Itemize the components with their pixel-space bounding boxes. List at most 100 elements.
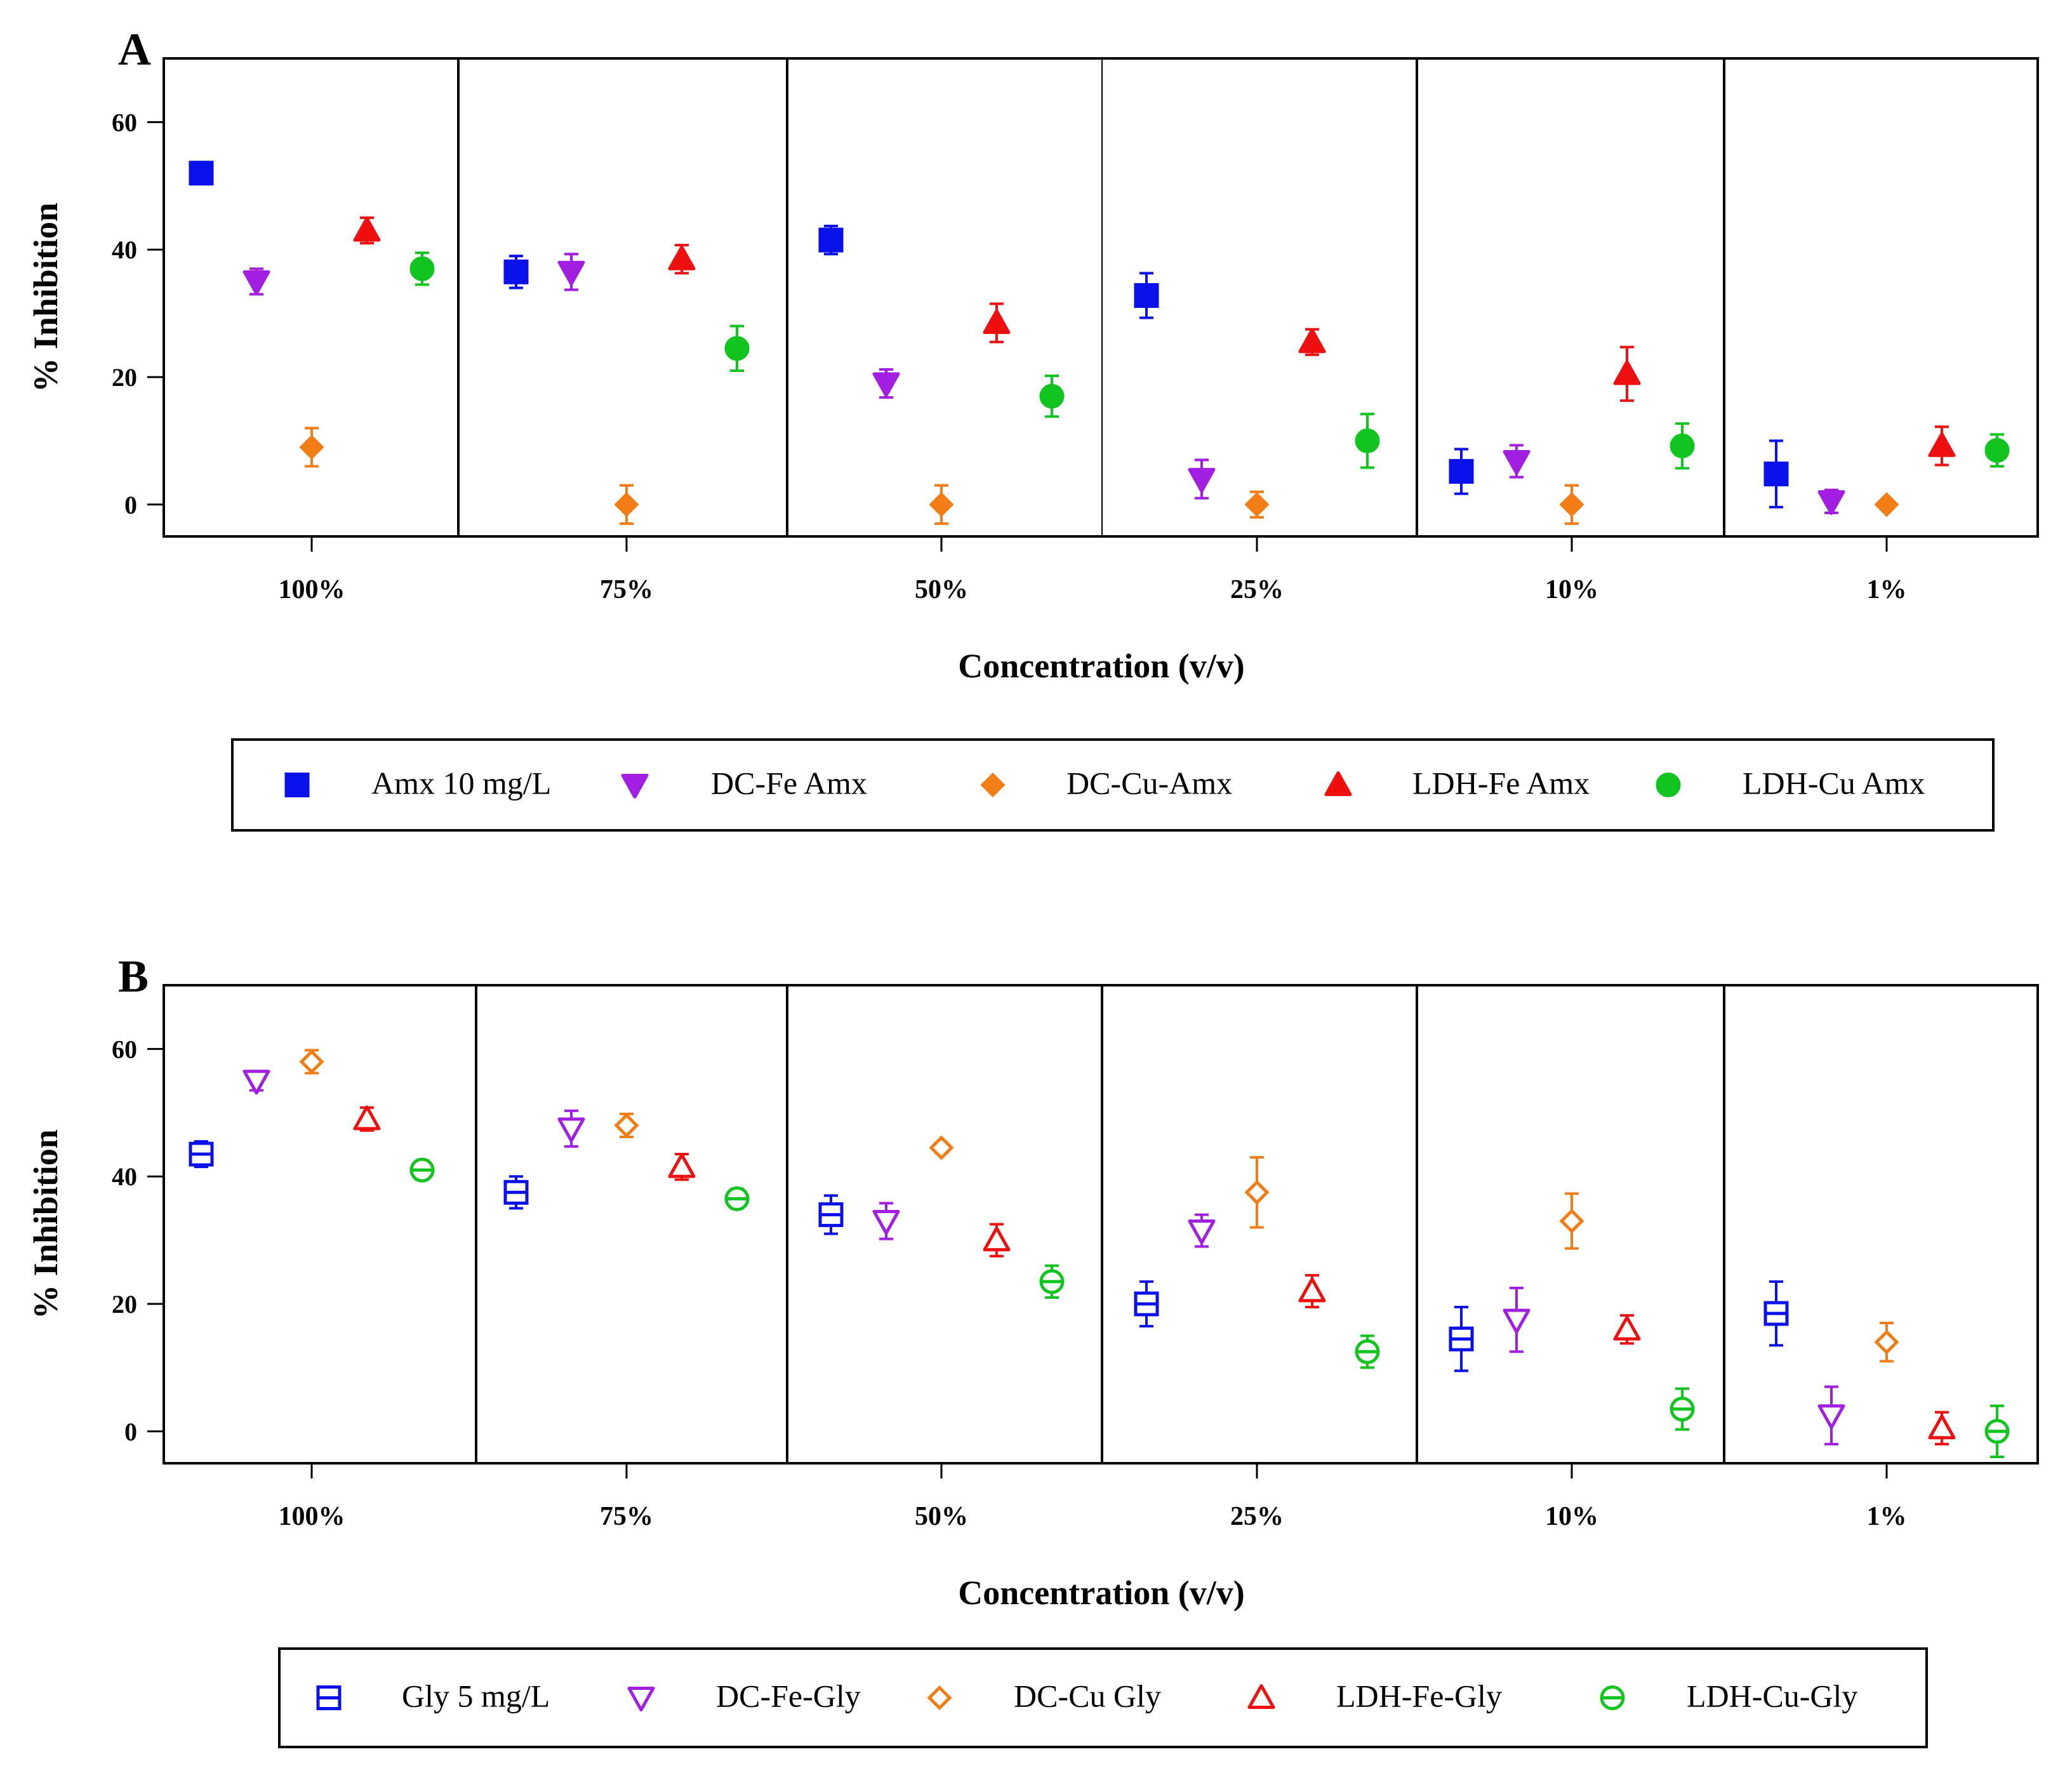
legend-label: DC-Cu Gly bbox=[1014, 1678, 1161, 1714]
data-point bbox=[1984, 437, 2010, 463]
x-axis-title: Concentration (v/v) bbox=[958, 1574, 1244, 1612]
legend-marker bbox=[980, 772, 1006, 798]
data-point bbox=[299, 1049, 324, 1075]
data-point bbox=[1928, 432, 1956, 457]
y-axis-title: % Inhibition bbox=[27, 203, 65, 392]
legend-marker bbox=[1656, 773, 1681, 797]
y-tick-label: 20 bbox=[112, 1290, 137, 1319]
data-point bbox=[1559, 1208, 1584, 1234]
y-tick-label: 40 bbox=[112, 236, 137, 264]
legend-label: DC-Fe-Gly bbox=[716, 1678, 861, 1714]
x-tick-label: 50% bbox=[915, 575, 968, 604]
panel-letter: B bbox=[118, 951, 149, 1002]
data-point bbox=[1134, 282, 1159, 308]
data-point bbox=[557, 1117, 585, 1143]
data-point bbox=[299, 434, 324, 460]
plot-frame bbox=[163, 57, 2039, 538]
data-point bbox=[1613, 1315, 1641, 1341]
series-4 bbox=[409, 251, 2010, 470]
y-tick-label: 20 bbox=[112, 363, 137, 392]
data-point bbox=[1874, 492, 1899, 517]
data-point bbox=[872, 372, 900, 397]
data-point bbox=[242, 1070, 270, 1095]
y-tick-label: 40 bbox=[112, 1162, 137, 1191]
data-point bbox=[1449, 459, 1474, 484]
data-point bbox=[1817, 1404, 1845, 1430]
legend-marker bbox=[1324, 771, 1352, 796]
data-point bbox=[409, 256, 435, 281]
data-point bbox=[1039, 383, 1065, 409]
legend-label: Gly 5 mg/L bbox=[402, 1678, 550, 1714]
legend-box bbox=[231, 738, 1995, 832]
data-point bbox=[503, 259, 529, 284]
series-3 bbox=[353, 216, 1956, 467]
data-point bbox=[929, 492, 954, 517]
data-point bbox=[1188, 468, 1216, 493]
legend-label: Amx 10 mg/L bbox=[371, 766, 551, 801]
panel-letter: A bbox=[118, 24, 151, 75]
data-point bbox=[1503, 1308, 1531, 1334]
data-point bbox=[189, 161, 214, 186]
data-point bbox=[1817, 490, 1845, 515]
data-point bbox=[1298, 328, 1326, 354]
data-point bbox=[1874, 1329, 1899, 1355]
data-point bbox=[724, 336, 750, 361]
legend-marker bbox=[621, 774, 649, 799]
x-axis-title: Concentration (v/v) bbox=[958, 647, 1244, 685]
data-point bbox=[557, 260, 585, 286]
legend-label: LDH-Cu-Gly bbox=[1687, 1678, 1857, 1714]
legend: Amx 10 mg/L DC-Fe Amx DC-Cu-Amx LDH-Fe Amx L… bbox=[231, 738, 1995, 832]
x-tick-label: 10% bbox=[1545, 1502, 1598, 1531]
data-point bbox=[1355, 428, 1380, 453]
data-point bbox=[668, 245, 696, 270]
y-axis-title: % Inhibition bbox=[27, 1129, 65, 1319]
data-point bbox=[353, 1105, 381, 1131]
chart-panel-b: B 0 20 40 60 100% 75% 50% 25% 10% 1% Concentration … bbox=[27, 951, 2039, 1748]
series-4 bbox=[409, 1157, 2010, 1458]
data-point bbox=[1928, 1414, 1956, 1440]
legend-box bbox=[278, 1647, 1928, 1748]
chart-panel-a: A 0 20 40 60 100% 75% 50% 25% 10% 1% Concentration … bbox=[27, 24, 2039, 832]
series-1 bbox=[242, 1070, 1845, 1445]
y-tick-label: 60 bbox=[112, 108, 137, 136]
legend-marker bbox=[1247, 1684, 1275, 1709]
legend-label: LDH-Fe Amx bbox=[1412, 766, 1590, 801]
series-3 bbox=[353, 1105, 1956, 1445]
data-point bbox=[353, 216, 381, 242]
series-0 bbox=[189, 1139, 1789, 1372]
x-tick-label: 1% bbox=[1867, 575, 1907, 604]
x-tick-label: 75% bbox=[600, 1502, 653, 1531]
data-point bbox=[614, 1113, 639, 1138]
data-point bbox=[1503, 450, 1531, 475]
data-point bbox=[929, 1135, 954, 1160]
data-point bbox=[872, 1209, 900, 1235]
x-tick-label: 100% bbox=[279, 575, 345, 604]
x-tick-label: 75% bbox=[600, 575, 653, 604]
data-point bbox=[1244, 1179, 1270, 1205]
x-tick-label: 50% bbox=[915, 1502, 968, 1531]
data-point bbox=[983, 1226, 1011, 1252]
legend-label: LDH-Fe-Gly bbox=[1336, 1678, 1502, 1714]
y-tick-label: 0 bbox=[124, 1418, 137, 1446]
legend-label: DC-Cu-Amx bbox=[1066, 766, 1232, 801]
data-point bbox=[614, 492, 639, 517]
x-tick-label: 25% bbox=[1230, 575, 1284, 604]
data-point bbox=[1763, 462, 1789, 487]
legend-marker bbox=[927, 1685, 952, 1711]
data-point bbox=[1559, 492, 1584, 517]
x-tick-label: 10% bbox=[1545, 575, 1598, 604]
series-2 bbox=[299, 427, 1899, 525]
x-tick-label: 100% bbox=[279, 1502, 345, 1531]
legend-label: DC-Fe Amx bbox=[711, 766, 867, 801]
y-tick-label: 0 bbox=[124, 491, 137, 519]
data-point bbox=[1613, 360, 1641, 385]
series-1 bbox=[242, 253, 1845, 515]
x-tick-label: 25% bbox=[1230, 1502, 1284, 1531]
data-point bbox=[818, 227, 844, 253]
data-point bbox=[668, 1153, 696, 1178]
data-point bbox=[1670, 433, 1695, 458]
y-tick-label: 60 bbox=[112, 1035, 137, 1063]
series-2 bbox=[299, 1049, 1899, 1363]
data-point bbox=[983, 309, 1011, 335]
data-point bbox=[1188, 1219, 1216, 1245]
